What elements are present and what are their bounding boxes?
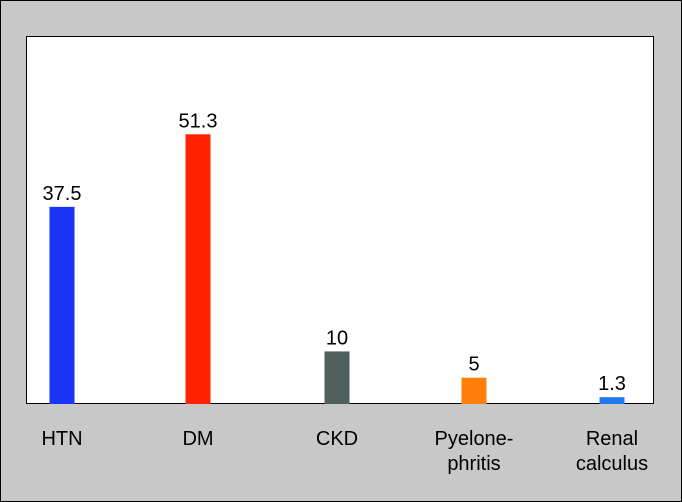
bar-4 — [599, 397, 625, 404]
category-label-0-line-0: HTN — [41, 428, 82, 450]
bar-value-label-1: 51.3 — [179, 110, 218, 132]
category-label-4: Renal calculus — [576, 428, 648, 475]
category-label-1: DM — [182, 428, 213, 450]
category-label-0: HTN — [41, 428, 82, 450]
bar-value-label-2: 10 — [326, 327, 348, 349]
plot-area — [26, 36, 654, 404]
bar-value-label-4: 1.3 — [598, 373, 626, 395]
category-label-3-line-1: phritis — [447, 453, 500, 475]
category-label-2-line-0: CKD — [316, 428, 358, 450]
bar-value-label-3: 5 — [468, 354, 479, 376]
bar-1 — [185, 134, 211, 404]
category-label-2: CKD — [316, 428, 358, 450]
bar-3 — [461, 377, 487, 404]
category-label-4-line-0: Renal — [586, 428, 638, 450]
category-label-3-line-0: Pyelone- — [435, 428, 514, 450]
category-label-1-line-0: DM — [182, 428, 213, 450]
bar-value-label-0: 37.5 — [43, 183, 82, 205]
bar-0 — [49, 206, 75, 404]
category-label-4-line-1: calculus — [576, 453, 648, 475]
bar-2 — [324, 351, 350, 404]
category-label-3: Pyelone-phritis — [435, 428, 514, 475]
